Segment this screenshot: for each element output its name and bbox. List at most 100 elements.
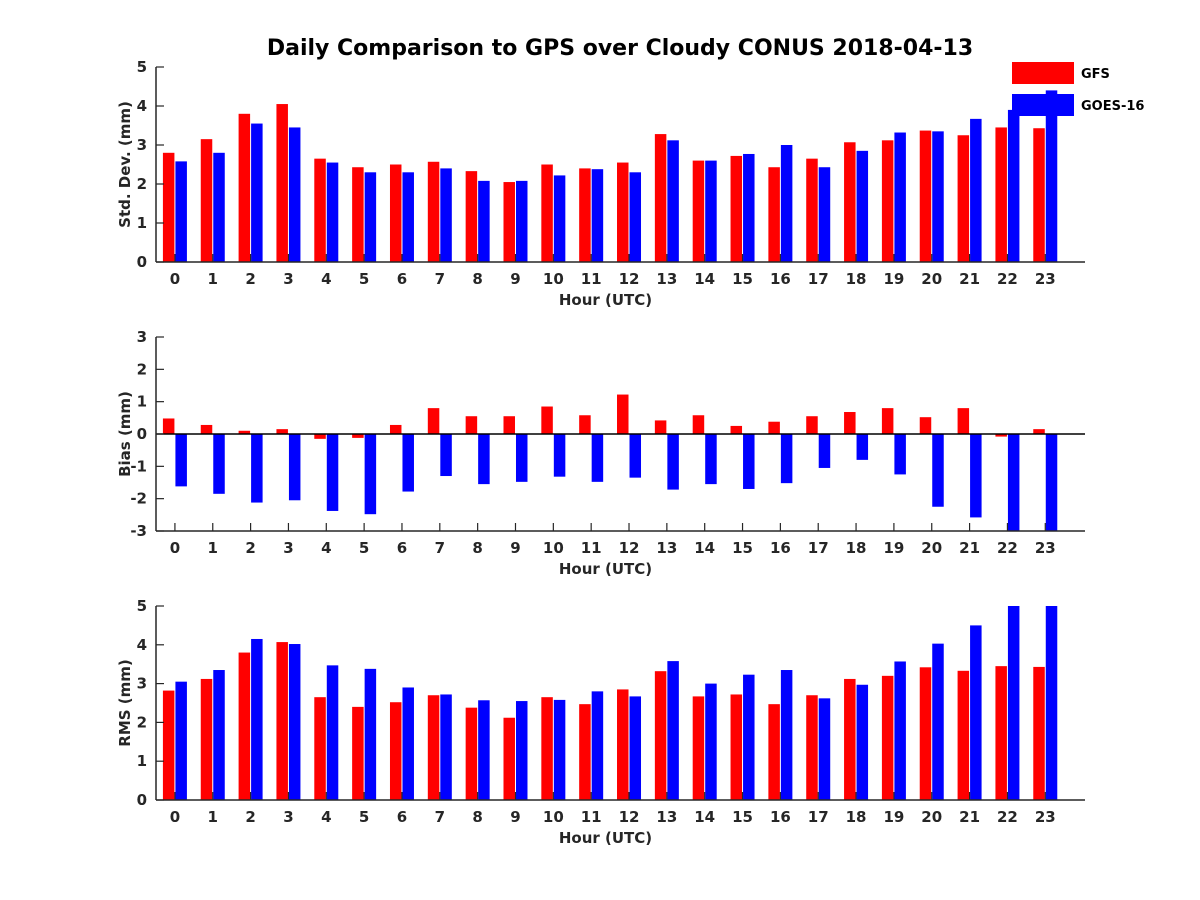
legend-label-goes16: GOES-16	[1081, 99, 1144, 114]
y-tick-label: 0	[137, 791, 147, 809]
x-tick-label: 21	[959, 539, 980, 557]
bar-goes16-hour-8	[478, 434, 490, 485]
bar-gfs-hour-0	[162, 152, 175, 262]
bar-gfs-hour-14	[692, 415, 705, 434]
bar-goes16-hour-23	[1045, 434, 1058, 531]
x-tick-label: 16	[770, 270, 791, 288]
bar-goes16-hour-23	[1045, 606, 1058, 800]
bar-goes16-hour-16	[780, 145, 793, 262]
bar-gfs-hour-7	[427, 408, 440, 434]
bar-goes16-hour-13	[667, 661, 679, 800]
x-tick-label: 14	[694, 539, 715, 557]
bar-goes16-hour-22	[1007, 109, 1020, 263]
x-tick-label: 5	[359, 539, 369, 557]
bar-goes16-hour-16	[780, 670, 793, 800]
bar-gfs-hour-5	[352, 434, 364, 438]
bar-goes16-hour-13	[667, 140, 679, 262]
x-tick-label: 15	[732, 539, 753, 557]
bar-goes16-hour-12	[629, 696, 642, 800]
bar-gfs-hour-14	[692, 696, 705, 800]
bar-goes16-hour-22	[1007, 606, 1020, 800]
bar-gfs-hour-15	[730, 155, 743, 262]
bar-gfs-hour-4	[314, 697, 326, 800]
y-tick-label: 3	[137, 675, 147, 693]
bar-goes16-hour-8	[478, 180, 490, 262]
bar-goes16-hour-11	[591, 169, 604, 262]
bar-goes16-hour-19	[894, 661, 906, 800]
bar-gfs-hour-10	[541, 697, 553, 800]
y-tick-label: 4	[137, 97, 147, 115]
bar-goes16-hour-0	[175, 681, 187, 800]
bar-goes16-hour-17	[818, 434, 831, 468]
bar-gfs-hour-19	[881, 675, 894, 800]
bar-goes16-hour-3	[288, 434, 301, 501]
bar-gfs-hour-22	[995, 666, 1007, 800]
bar-goes16-hour-4	[326, 434, 339, 511]
bar-gfs-hour-9	[503, 416, 515, 434]
bar-goes16-hour-21	[970, 434, 982, 518]
bar-gfs-hour-5	[352, 167, 364, 262]
bar-gfs-hour-13	[654, 671, 667, 800]
bar-goes16-hour-10	[553, 434, 566, 477]
bar-gfs-hour-17	[806, 695, 818, 800]
bar-gfs-hour-12	[617, 689, 629, 800]
x-tick-label: 16	[770, 539, 791, 557]
y-tick-label: 1	[137, 752, 147, 770]
y-tick-label: -2	[130, 490, 147, 508]
bar-gfs-hour-2	[238, 430, 251, 434]
x-tick-label: 11	[581, 539, 602, 557]
x-tick-label: 9	[510, 808, 520, 826]
x-tick-label: 7	[435, 539, 445, 557]
y-tick-label: 1	[137, 214, 147, 232]
x-axis-label: Hour (UTC)	[559, 291, 652, 309]
bar-gfs-hour-0	[162, 690, 175, 800]
bar-goes16-hour-15	[743, 674, 755, 800]
bar-goes16-hour-14	[705, 683, 717, 800]
bar-goes16-hour-23	[1045, 90, 1058, 263]
bar-gfs-hour-13	[654, 420, 667, 434]
bar-goes16-hour-21	[970, 625, 982, 800]
x-tick-label: 20	[921, 808, 942, 826]
bar-goes16-hour-5	[364, 668, 377, 800]
x-tick-label: 9	[510, 539, 520, 557]
x-tick-label: 2	[245, 270, 255, 288]
bar-goes16-hour-9	[515, 180, 528, 262]
series-gfs-bars	[162, 394, 1045, 439]
x-tick-label: 4	[321, 808, 331, 826]
bar-goes16-hour-2	[251, 123, 263, 262]
x-tick-label: 17	[808, 808, 829, 826]
bar-goes16-hour-12	[629, 434, 642, 478]
bar-gfs-hour-21	[957, 135, 970, 262]
bar-gfs-hour-3	[276, 429, 288, 434]
bar-gfs-hour-12	[617, 394, 629, 434]
x-tick-label: 8	[472, 270, 482, 288]
bar-gfs-hour-8	[465, 171, 478, 262]
bar-goes16-hour-12	[629, 172, 642, 262]
x-tick-label: 2	[245, 539, 255, 557]
x-tick-label: 16	[770, 808, 791, 826]
bar-gfs-hour-10	[541, 406, 553, 434]
y-tick-label: -3	[130, 522, 147, 540]
bar-gfs-hour-9	[503, 182, 515, 262]
bar-goes16-hour-15	[743, 434, 755, 489]
y-tick-label: 5	[137, 597, 147, 615]
bar-gfs-hour-23	[1033, 429, 1045, 434]
bar-gfs-hour-1	[200, 139, 213, 262]
y-tick-label: 1	[137, 393, 147, 411]
y-axis-label: RMS (mm)	[116, 659, 134, 746]
x-tick-label: 15	[732, 808, 753, 826]
y-tick-label: 4	[137, 636, 147, 654]
bar-goes16-hour-11	[591, 434, 604, 482]
x-tick-label: 21	[959, 808, 980, 826]
bar-goes16-hour-9	[515, 434, 528, 482]
x-tick-label: 9	[510, 270, 520, 288]
bar-gfs-hour-22	[995, 127, 1007, 262]
y-tick-label: 2	[137, 360, 147, 378]
bar-goes16-hour-0	[175, 434, 187, 487]
bar-gfs-hour-7	[427, 695, 440, 800]
bar-gfs-hour-2	[238, 113, 251, 262]
bar-gfs-hour-4	[314, 434, 326, 439]
x-tick-label: 3	[283, 539, 293, 557]
bar-goes16-hour-7	[440, 694, 452, 800]
bar-goes16-hour-11	[591, 691, 604, 800]
